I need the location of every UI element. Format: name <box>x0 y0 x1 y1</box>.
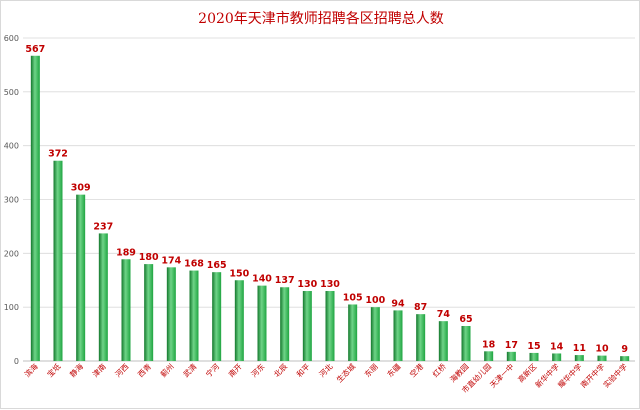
value-label-7: 168 <box>184 259 204 270</box>
category-label-5: 西青 <box>135 361 153 379</box>
category-label-13: 河北 <box>317 362 334 379</box>
category-label-6: 蓟州 <box>158 361 176 379</box>
bar-17 <box>416 314 426 361</box>
bar-6 <box>166 267 176 361</box>
value-label-8: 165 <box>207 260 227 271</box>
value-label-22: 15 <box>527 341 540 352</box>
value-label-20: 18 <box>482 339 496 350</box>
value-label-9: 150 <box>229 268 249 279</box>
bar-20 <box>484 351 494 361</box>
value-label-17: 87 <box>414 302 427 313</box>
bar-layer <box>30 55 630 361</box>
category-label-12: 和平 <box>295 362 312 379</box>
category-label-4: 河西 <box>113 362 130 379</box>
bar-11 <box>280 287 290 361</box>
bar-9 <box>234 280 244 361</box>
value-label-21: 17 <box>505 340 518 351</box>
axis-layer: 0 100 200 300 400 500 600 <box>4 34 635 366</box>
value-label-13: 130 <box>320 279 340 290</box>
bar-8 <box>212 272 222 361</box>
category-label-10: 河东 <box>249 361 267 379</box>
value-label-19: 65 <box>459 314 472 325</box>
bar-0 <box>30 55 40 361</box>
bar-25 <box>597 355 607 361</box>
bar-16 <box>393 310 403 361</box>
bar-22 <box>529 352 539 361</box>
bar-15 <box>370 307 380 361</box>
value-label-16: 94 <box>391 298 405 309</box>
bar-10 <box>257 285 267 361</box>
value-label-3: 237 <box>93 221 113 232</box>
y-tick-label-0: 0 <box>14 357 19 366</box>
bar-4 <box>121 259 131 361</box>
category-label-8: 宁河 <box>203 361 221 379</box>
bar-3 <box>98 233 108 361</box>
bar-13 <box>325 291 335 361</box>
value-label-6: 174 <box>161 255 181 266</box>
value-label-4: 189 <box>116 247 136 258</box>
value-label-26: 9 <box>621 344 628 355</box>
category-label-2: 静海 <box>67 361 85 379</box>
value-label-12: 130 <box>297 279 317 290</box>
category-label-16: 东疆 <box>385 361 403 379</box>
value-label-0: 567 <box>25 44 45 55</box>
bar-12 <box>302 291 312 361</box>
value-label-24: 11 <box>573 343 586 354</box>
category-label-14: 生态城 <box>334 361 357 384</box>
value-label-23: 14 <box>550 341 564 352</box>
category-label-7: 武清 <box>181 361 199 379</box>
category-label-15: 东丽 <box>362 361 380 379</box>
bar-2 <box>76 194 86 361</box>
category-label-0: 滨海 <box>22 361 40 379</box>
bar-24 <box>574 355 584 361</box>
bar-14 <box>348 304 358 361</box>
category-label-17: 空港 <box>407 361 425 379</box>
value-label-14: 105 <box>343 292 363 303</box>
bar-7 <box>189 270 199 361</box>
value-label-18: 74 <box>437 309 451 320</box>
category-label-21: 天津一中 <box>487 361 515 389</box>
y-tick-label-200: 200 <box>4 249 19 258</box>
chart-title: 2020年天津市教师招聘各区招聘总人数 <box>198 11 444 27</box>
bar-19 <box>461 326 471 361</box>
y-tick-label-500: 500 <box>4 88 19 97</box>
value-label-1: 372 <box>48 149 68 160</box>
value-label-5: 180 <box>139 252 159 263</box>
bar-1 <box>53 160 63 361</box>
value-label-25: 10 <box>595 344 609 355</box>
value-label-10: 140 <box>252 274 272 285</box>
category-label-9: 南开 <box>226 361 244 379</box>
category-label-3: 津南 <box>90 361 108 379</box>
y-tick-label-100: 100 <box>4 303 19 312</box>
y-tick-label-300: 300 <box>4 196 19 205</box>
bar-26 <box>620 356 630 361</box>
category-label-26: 实验中学 <box>601 361 630 390</box>
value-label-15: 100 <box>365 295 385 306</box>
category-label-1: 宝坻 <box>45 361 63 379</box>
category-label-18: 红桥 <box>430 361 448 379</box>
bar-5 <box>144 264 154 361</box>
bar-23 <box>552 353 562 361</box>
value-label-2: 309 <box>71 183 91 194</box>
category-label-11: 北辰 <box>272 362 289 379</box>
bar-21 <box>506 351 516 361</box>
y-tick-label-600: 600 <box>4 34 19 43</box>
bar-18 <box>438 321 448 361</box>
value-label-11: 137 <box>275 275 295 286</box>
y-tick-label-400: 400 <box>4 142 19 151</box>
